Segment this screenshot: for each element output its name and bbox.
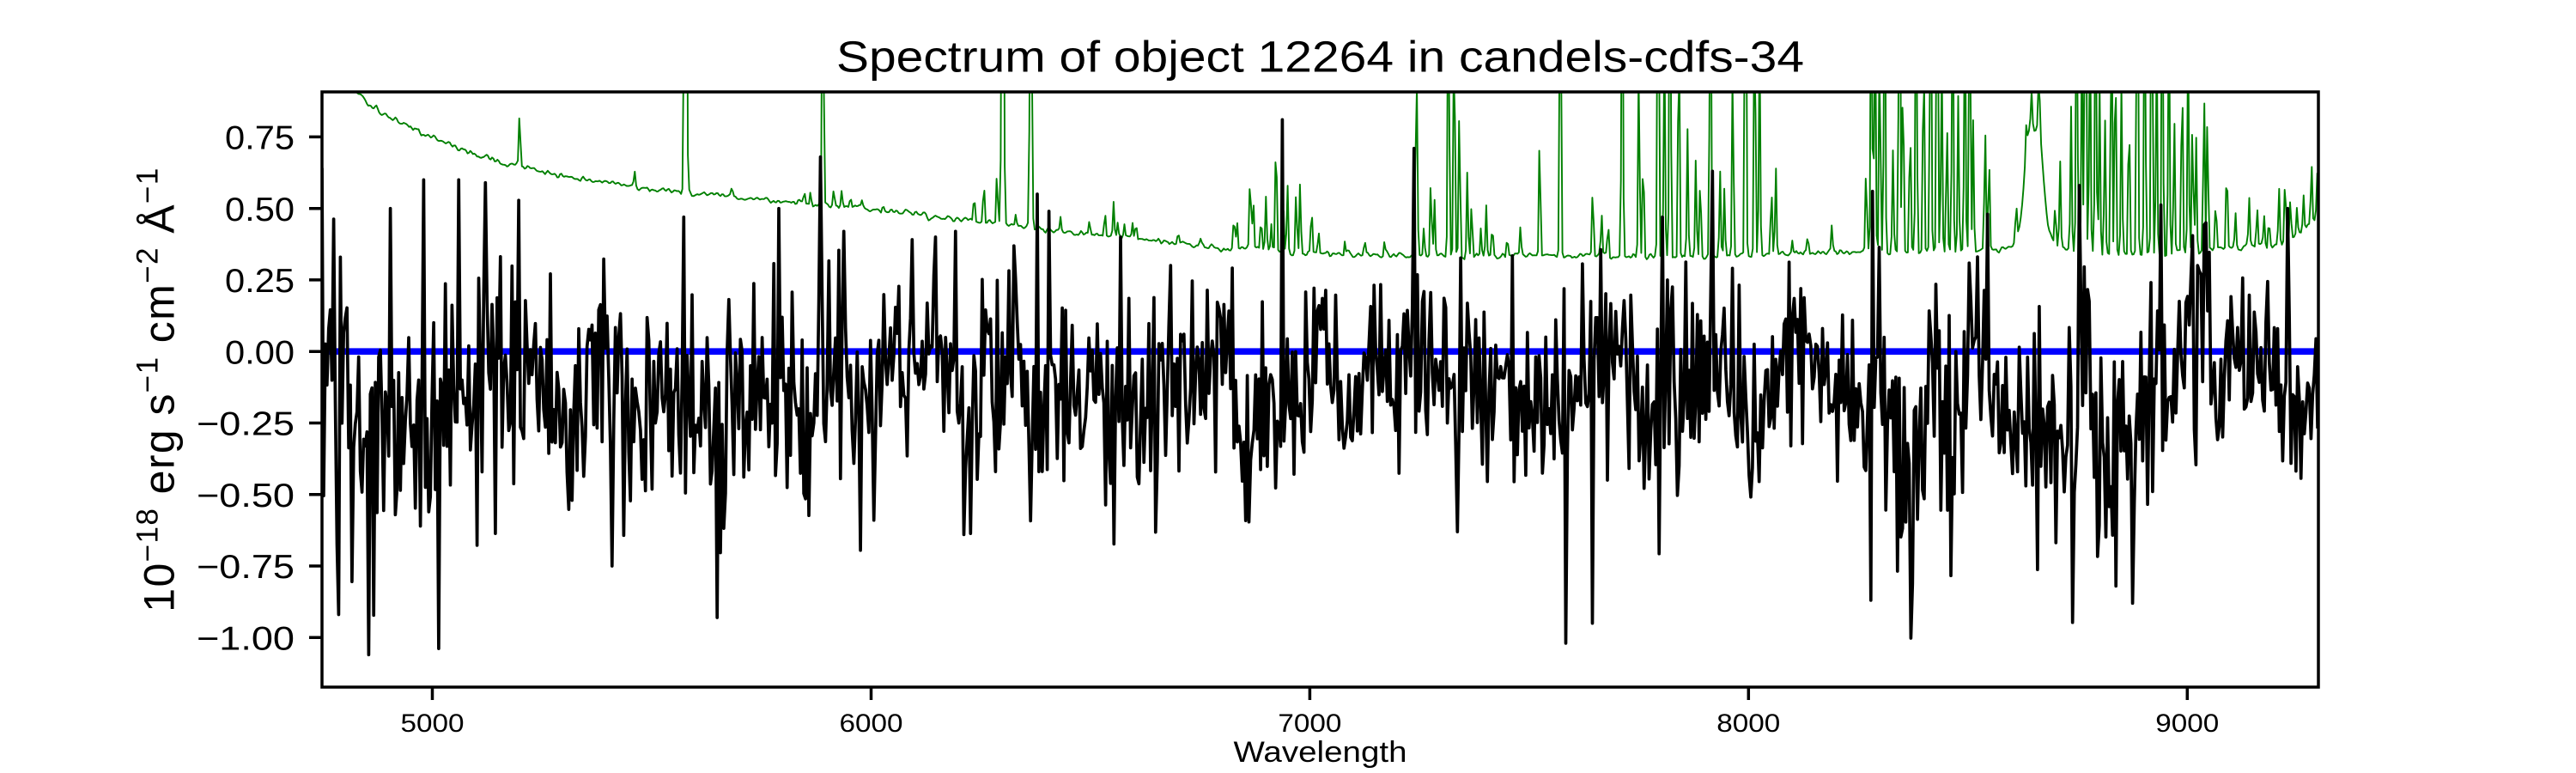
svg-text:9000: 9000 bbox=[2155, 709, 2219, 738]
svg-text:5000: 5000 bbox=[401, 709, 465, 738]
svg-text:7000: 7000 bbox=[1278, 709, 1341, 738]
svg-text:0.50: 0.50 bbox=[225, 192, 295, 228]
svg-text:10−18 erg s−1 cm−2 Å−1: 10−18 erg s−1 cm−2 Å−1 bbox=[131, 167, 184, 612]
svg-text:−0.75: −0.75 bbox=[197, 549, 295, 586]
svg-text:Spectrum of object 12264 in ca: Spectrum of object 12264 in candels-cdfs… bbox=[836, 32, 1804, 81]
svg-text:0.75: 0.75 bbox=[225, 120, 295, 157]
svg-text:−1.00: −1.00 bbox=[197, 621, 295, 658]
svg-text:−0.25: −0.25 bbox=[197, 406, 295, 443]
svg-text:6000: 6000 bbox=[840, 709, 903, 738]
svg-text:8000: 8000 bbox=[1716, 709, 1780, 738]
svg-text:Wavelength: Wavelength bbox=[1234, 736, 1407, 769]
svg-text:0.25: 0.25 bbox=[225, 263, 295, 300]
svg-text:0.00: 0.00 bbox=[225, 334, 295, 371]
svg-text:−0.50: −0.50 bbox=[197, 478, 295, 514]
